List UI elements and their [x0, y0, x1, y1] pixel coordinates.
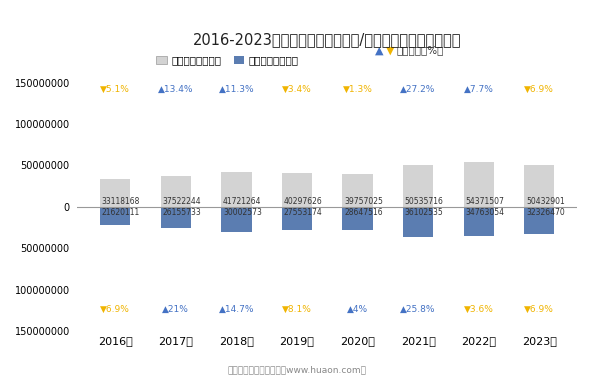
Text: 同比增长（%）: 同比增长（%）: [396, 45, 444, 55]
Bar: [464, 162, 494, 207]
Text: 37522244: 37522244: [162, 197, 201, 206]
Bar: [342, 174, 372, 207]
Text: 36102535: 36102535: [405, 208, 443, 217]
Bar: [403, 207, 433, 237]
Bar: [282, 173, 312, 207]
Text: ▲13.4%: ▲13.4%: [158, 85, 193, 94]
Text: 30002573: 30002573: [223, 208, 262, 217]
Text: ▼6.9%: ▼6.9%: [524, 85, 554, 94]
Text: ▲11.3%: ▲11.3%: [218, 85, 254, 94]
Bar: [403, 165, 433, 207]
Bar: [342, 207, 372, 230]
Text: 28647516: 28647516: [345, 208, 383, 217]
Bar: [221, 207, 252, 232]
Text: 41721264: 41721264: [223, 197, 262, 206]
Text: ▼1.3%: ▼1.3%: [343, 85, 372, 94]
Text: ▼: ▼: [386, 45, 394, 55]
Text: ▼6.9%: ▼6.9%: [101, 305, 130, 314]
Text: 33118168: 33118168: [102, 197, 140, 206]
Title: 2016-2023年江苏省（境内目的地/货源地）进、出口额统计: 2016-2023年江苏省（境内目的地/货源地）进、出口额统计: [193, 32, 462, 47]
Bar: [282, 207, 312, 230]
Bar: [100, 179, 130, 207]
Bar: [161, 176, 191, 207]
Text: 50535716: 50535716: [405, 197, 444, 206]
Text: ▲25.8%: ▲25.8%: [400, 305, 436, 314]
Text: ▼5.1%: ▼5.1%: [101, 85, 130, 94]
Text: 50432901: 50432901: [526, 197, 565, 206]
Bar: [464, 207, 494, 235]
Text: ▲27.2%: ▲27.2%: [400, 85, 436, 94]
Text: 27553174: 27553174: [284, 208, 322, 217]
Text: ▲14.7%: ▲14.7%: [218, 305, 254, 314]
Text: ▼3.6%: ▼3.6%: [464, 305, 494, 314]
Text: 制图：华经产业研究院（www.huaon.com）: 制图：华经产业研究院（www.huaon.com）: [228, 365, 367, 374]
Bar: [524, 165, 555, 207]
Text: 39757025: 39757025: [345, 197, 383, 206]
Text: 32326470: 32326470: [526, 208, 565, 217]
Text: ▼6.9%: ▼6.9%: [524, 305, 554, 314]
Text: 34763054: 34763054: [465, 208, 505, 217]
Bar: [524, 207, 555, 233]
Legend: 出口额（万美元）, 进口额（万美元）: 出口额（万美元）, 进口额（万美元）: [156, 56, 298, 66]
Text: 21620111: 21620111: [102, 208, 140, 217]
Bar: [221, 172, 252, 207]
Text: ▲: ▲: [375, 45, 383, 55]
Bar: [161, 207, 191, 229]
Text: 54371507: 54371507: [465, 197, 504, 206]
Text: 40297626: 40297626: [284, 197, 322, 206]
Text: ▲4%: ▲4%: [347, 305, 368, 314]
Text: ▼3.4%: ▼3.4%: [282, 85, 312, 94]
Bar: [100, 207, 130, 225]
Text: 26155733: 26155733: [162, 208, 201, 217]
Text: ▲21%: ▲21%: [162, 305, 189, 314]
Text: ▲7.7%: ▲7.7%: [464, 85, 494, 94]
Text: ▼8.1%: ▼8.1%: [282, 305, 312, 314]
